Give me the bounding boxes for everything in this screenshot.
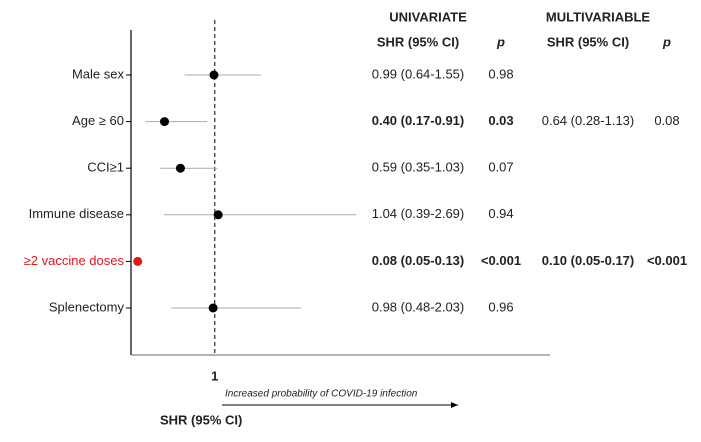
table-cell: 0.08 (0.05-0.13) bbox=[372, 253, 465, 268]
category-label: Male sex bbox=[72, 66, 125, 81]
column-header: SHR (95% CI) bbox=[547, 34, 629, 49]
table-cell: 0.98 bbox=[488, 66, 513, 81]
table-cell: 0.96 bbox=[488, 299, 513, 314]
column-header: p bbox=[496, 34, 505, 49]
table-cell: 0.03 bbox=[488, 113, 513, 128]
category-label: Age ≥ 60 bbox=[72, 113, 124, 128]
table-cell: 0.98 (0.48-2.03) bbox=[372, 299, 465, 314]
column-header: SHR (95% CI) bbox=[377, 34, 459, 49]
point-estimate bbox=[160, 117, 170, 127]
table-cell: 0.64 (0.28-1.13) bbox=[542, 113, 635, 128]
point-estimate bbox=[175, 163, 185, 173]
table-cell: 0.07 bbox=[488, 160, 513, 175]
table-cell: 0.94 bbox=[488, 206, 513, 221]
point-estimate bbox=[209, 70, 219, 80]
category-label: Splenectomy bbox=[49, 299, 125, 314]
table-cell: <0.001 bbox=[481, 253, 521, 268]
table-cell: 0.59 (0.35-1.03) bbox=[372, 160, 465, 175]
point-estimate bbox=[208, 303, 218, 313]
table-cell: 0.08 bbox=[654, 113, 679, 128]
column-header: p bbox=[662, 34, 671, 49]
annotation: Increased probability of COVID-19 infect… bbox=[225, 389, 418, 400]
category-label: CCI≥1 bbox=[87, 160, 124, 175]
table-cell: 0.10 (0.05-0.17) bbox=[542, 253, 635, 268]
table-cell: 0.99 (0.64-1.55) bbox=[372, 66, 465, 81]
x-axis-label: SHR (95% CI) bbox=[160, 412, 242, 427]
column-group-title: UNIVARIATE bbox=[389, 9, 467, 24]
table-cell: <0.001 bbox=[647, 253, 687, 268]
category-label: Immune disease bbox=[29, 206, 124, 221]
table-cell: 0.40 (0.17-0.91) bbox=[372, 113, 465, 128]
x-tick-label: 1 bbox=[211, 368, 218, 383]
category-label: ≥2 vaccine doses bbox=[24, 253, 125, 268]
point-estimate bbox=[133, 256, 143, 266]
table-cell: 1.04 (0.39-2.69) bbox=[372, 206, 465, 221]
column-group-title: MULTIVARIABLE bbox=[546, 9, 651, 24]
point-estimate bbox=[213, 210, 223, 220]
